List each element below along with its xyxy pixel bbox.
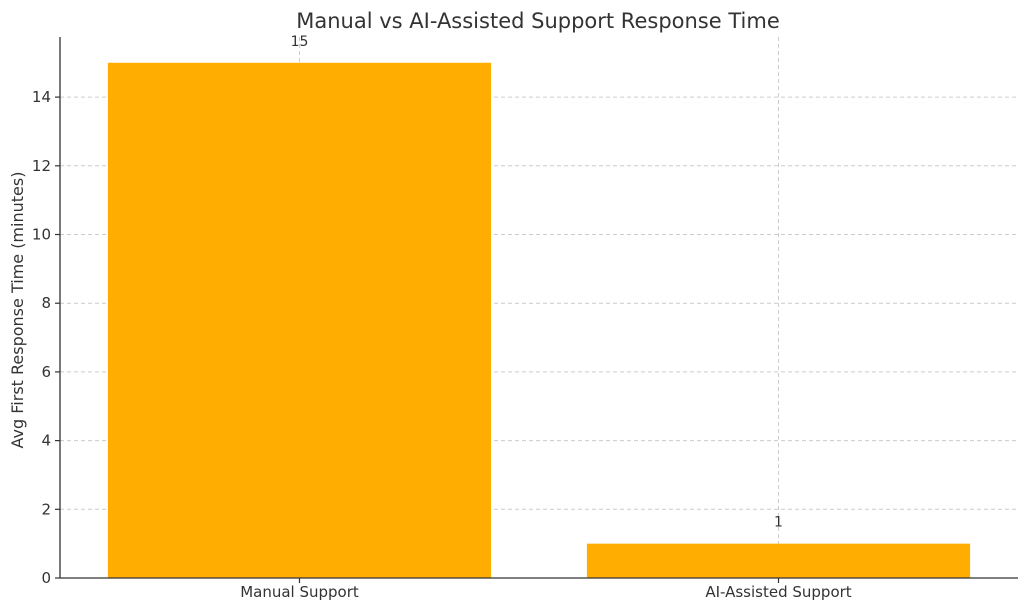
y-tick-label-6: 6	[41, 363, 51, 381]
y-tick-label-2: 2	[41, 500, 51, 518]
y-axis-label: Avg First Response Time (minutes)	[8, 172, 27, 449]
grid-lines	[60, 37, 1018, 578]
x-tick-label-1: AI-Assisted Support	[705, 583, 851, 601]
bars	[107, 62, 971, 579]
y-tick-label-8: 8	[41, 294, 51, 312]
y-tick-label-0: 0	[41, 569, 51, 587]
bar-1	[586, 543, 971, 578]
x-tick-label-0: Manual Support	[240, 583, 359, 601]
y-tick-label-10: 10	[32, 226, 51, 244]
bar-0	[107, 62, 492, 579]
chart-title: Manual vs AI-Assisted Support Response T…	[296, 9, 780, 33]
axes	[59, 37, 1018, 579]
y-tick-label-14: 14	[32, 88, 51, 106]
y-tick-label-12: 12	[32, 157, 51, 175]
x-ticks: Manual Support AI-Assisted Support	[240, 578, 852, 601]
data-label-0: 15	[291, 34, 309, 50]
data-label-1: 1	[774, 515, 783, 531]
y-ticks: 0 2 4 6 8 10 12 14	[32, 88, 60, 587]
y-tick-label-4: 4	[41, 432, 51, 450]
data-labels: 15 1	[291, 34, 783, 531]
